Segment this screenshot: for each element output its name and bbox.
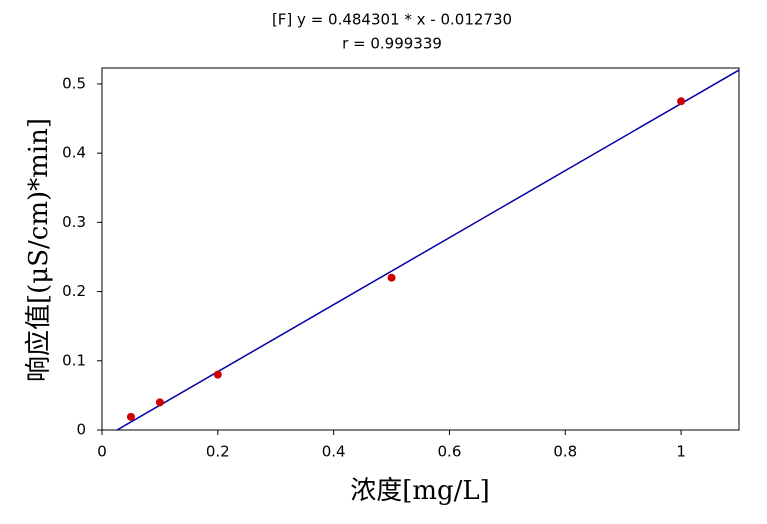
- y-tick-label: 0: [76, 421, 86, 439]
- x-tick-label: 1: [676, 443, 686, 461]
- data-point: [126, 412, 135, 421]
- x-tick-label: 0.4: [322, 443, 346, 461]
- y-tick-label: 0.1: [62, 351, 86, 369]
- plot-frame: [101, 67, 740, 431]
- y-tick-label: 0.5: [62, 74, 86, 92]
- data-point: [155, 398, 164, 407]
- x-axis-title: 浓度[mg/L]: [350, 476, 490, 506]
- x-tick-label: 0.2: [206, 443, 230, 461]
- fit-line: [116, 69, 740, 431]
- x-tick-label: 0.6: [438, 443, 462, 461]
- y-axis-title: 响应值[(μS/cm)*min]: [24, 118, 54, 382]
- data-point: [677, 97, 686, 106]
- chart-subtitle: r = 0.999339: [342, 35, 442, 53]
- y-tick-label: 0.4: [62, 144, 86, 162]
- chart-title: [F] y = 0.484301 * x - 0.012730: [272, 11, 512, 29]
- x-tick-label: 0: [97, 443, 107, 461]
- y-tick-label: 0.2: [62, 282, 86, 300]
- x-tick-label: 0.8: [553, 443, 577, 461]
- data-point: [387, 273, 396, 282]
- data-point: [213, 370, 222, 379]
- y-tick-label: 0.3: [62, 213, 86, 231]
